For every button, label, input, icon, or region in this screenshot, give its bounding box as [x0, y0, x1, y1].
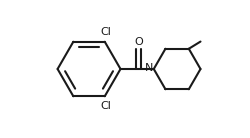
Text: N: N [144, 63, 153, 73]
Text: O: O [134, 37, 143, 47]
Text: Cl: Cl [100, 101, 111, 111]
Text: Cl: Cl [100, 27, 111, 37]
